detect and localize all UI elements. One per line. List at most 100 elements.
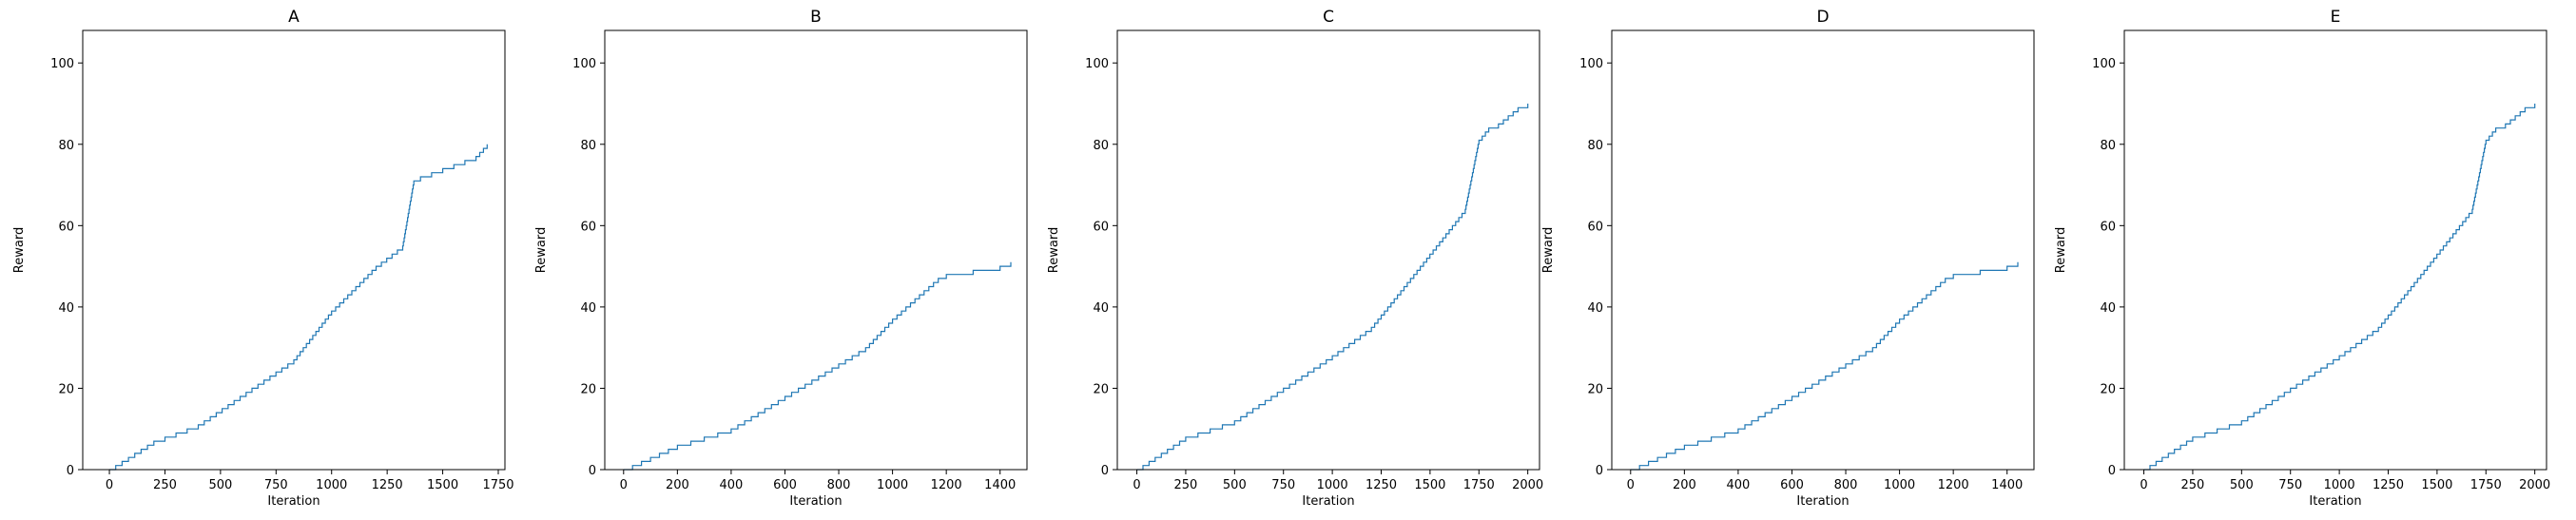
y-tick-label: 20 xyxy=(58,382,74,396)
y-tick-label: 20 xyxy=(1093,382,1109,396)
x-tick-label: 750 xyxy=(264,478,288,492)
chart-panel-e: 0 250 500 750 1000 1250 1500 1750 2000 0 20 40 60 80 1… xyxy=(2054,8,2550,509)
x-tick-label: 1200 xyxy=(931,478,962,492)
axes-frame xyxy=(2123,29,2547,471)
y-tick-label: 80 xyxy=(1093,139,1109,153)
x-axis-label: Iteration xyxy=(789,494,842,509)
y-tick-label: 100 xyxy=(572,57,596,71)
chart-panel-d: 0 200 400 600 800 1000 1200 1400 0 20 40 60 80 100 D It… xyxy=(1541,8,2035,509)
x-tick-label: 1250 xyxy=(1365,478,1397,492)
y-axis-label: Reward xyxy=(2054,227,2068,273)
series-line-e xyxy=(2143,104,2536,471)
y-tick-label: 100 xyxy=(50,57,74,71)
y-tick-label: 20 xyxy=(1587,382,1603,396)
y-tick-label: 100 xyxy=(2092,57,2116,71)
y-tick-label: 100 xyxy=(1085,57,1109,71)
y-tick-label: 80 xyxy=(2100,139,2116,153)
x-axis-label: Iteration xyxy=(2309,494,2361,509)
x-tick-label: 200 xyxy=(666,478,689,492)
y-tick-label: 40 xyxy=(1093,301,1109,316)
x-tick-label: 1000 xyxy=(316,478,347,492)
y-tick-label: 40 xyxy=(58,301,74,316)
chart-panel-b: 0 200 400 600 800 1000 1200 1400 0 20 40 60 80 100 B It… xyxy=(534,8,1028,509)
x-tick-label: 0 xyxy=(1133,478,1140,492)
panel-title: A xyxy=(288,8,300,27)
y-tick-label: 40 xyxy=(1587,301,1603,316)
y-tick-label: 40 xyxy=(2100,301,2116,316)
x-tick-label: 1500 xyxy=(427,478,458,492)
x-tick-label: 0 xyxy=(2140,478,2147,492)
x-tick-label: 800 xyxy=(1834,478,1858,492)
axes-frame xyxy=(604,29,1028,471)
x-tick-label: 1500 xyxy=(1414,478,1445,492)
x-tick-label: 1500 xyxy=(2421,478,2452,492)
x-tick-label: 1000 xyxy=(877,478,908,492)
chart-panel-a: 0 250 500 750 1000 1250 1500 1750 0 20 40 60 80 100 A I… xyxy=(12,8,514,509)
y-tick-label: 40 xyxy=(580,301,596,316)
y-axis-label: Reward xyxy=(534,227,549,273)
y-tick-label: 80 xyxy=(58,139,74,153)
x-tick-label: 1250 xyxy=(2373,478,2404,492)
x-tick-label: 1000 xyxy=(1884,478,1915,492)
x-tick-label: 600 xyxy=(773,478,797,492)
y-tick-label: 100 xyxy=(1579,57,1603,71)
x-tick-label: 0 xyxy=(620,478,628,492)
x-tick-label: 600 xyxy=(1780,478,1804,492)
x-tick-label: 800 xyxy=(827,478,851,492)
x-tick-label: 250 xyxy=(2181,478,2205,492)
x-tick-label: 250 xyxy=(1174,478,1198,492)
x-tick-label: 1400 xyxy=(1991,478,2023,492)
x-tick-label: 1250 xyxy=(372,478,403,492)
series-line-b xyxy=(623,261,1012,471)
y-tick-label: 20 xyxy=(2100,382,2116,396)
panel-title: D xyxy=(1816,8,1829,27)
x-tick-label: 1000 xyxy=(1317,478,1348,492)
y-tick-label: 0 xyxy=(589,464,596,478)
x-tick-label: 1750 xyxy=(1463,478,1495,492)
axes-frame xyxy=(1116,29,1540,471)
x-tick-label: 400 xyxy=(720,478,744,492)
x-tick-label: 500 xyxy=(2230,478,2254,492)
y-axis-label: Reward xyxy=(1047,227,1061,273)
series-line-d xyxy=(1630,261,2019,471)
series-line-a xyxy=(109,144,488,471)
y-tick-label: 60 xyxy=(1093,220,1109,234)
chart-panel-c: 0 250 500 750 1000 1250 1500 1750 2000 0 20 40 60 80 1… xyxy=(1047,8,1543,509)
x-tick-label: 500 xyxy=(1223,478,1247,492)
panel-title: E xyxy=(2331,8,2341,27)
y-tick-label: 60 xyxy=(1587,220,1603,234)
y-tick-label: 0 xyxy=(1596,464,1603,478)
y-tick-label: 60 xyxy=(58,220,74,234)
x-tick-label: 1400 xyxy=(984,478,1016,492)
axes-frame xyxy=(82,29,506,471)
x-tick-label: 2000 xyxy=(1512,478,1543,492)
y-tick-label: 60 xyxy=(580,220,596,234)
series-line-c xyxy=(1136,104,1529,471)
x-tick-label: 500 xyxy=(208,478,232,492)
x-tick-label: 1750 xyxy=(482,478,513,492)
y-axis-label: Reward xyxy=(1541,227,1556,273)
x-tick-label: 1000 xyxy=(2324,478,2355,492)
x-tick-label: 0 xyxy=(1627,478,1635,492)
y-tick-label: 60 xyxy=(2100,220,2116,234)
y-tick-label: 80 xyxy=(580,139,596,153)
x-tick-label: 2000 xyxy=(2519,478,2550,492)
x-axis-label: Iteration xyxy=(1796,494,1849,509)
x-tick-label: 250 xyxy=(153,478,177,492)
x-tick-label: 0 xyxy=(106,478,113,492)
x-tick-label: 1750 xyxy=(2470,478,2502,492)
y-tick-label: 0 xyxy=(67,464,74,478)
y-axis-label: Reward xyxy=(12,227,27,273)
x-tick-label: 1200 xyxy=(1938,478,1969,492)
x-tick-label: 750 xyxy=(2278,478,2302,492)
x-tick-label: 400 xyxy=(1727,478,1751,492)
y-tick-label: 0 xyxy=(1101,464,1109,478)
x-axis-label: Iteration xyxy=(267,494,320,509)
x-tick-label: 200 xyxy=(1673,478,1696,492)
y-tick-label: 20 xyxy=(580,382,596,396)
panel-title: B xyxy=(810,8,822,27)
y-tick-label: 80 xyxy=(1587,139,1603,153)
y-tick-label: 0 xyxy=(2108,464,2116,478)
x-axis-label: Iteration xyxy=(1302,494,1354,509)
